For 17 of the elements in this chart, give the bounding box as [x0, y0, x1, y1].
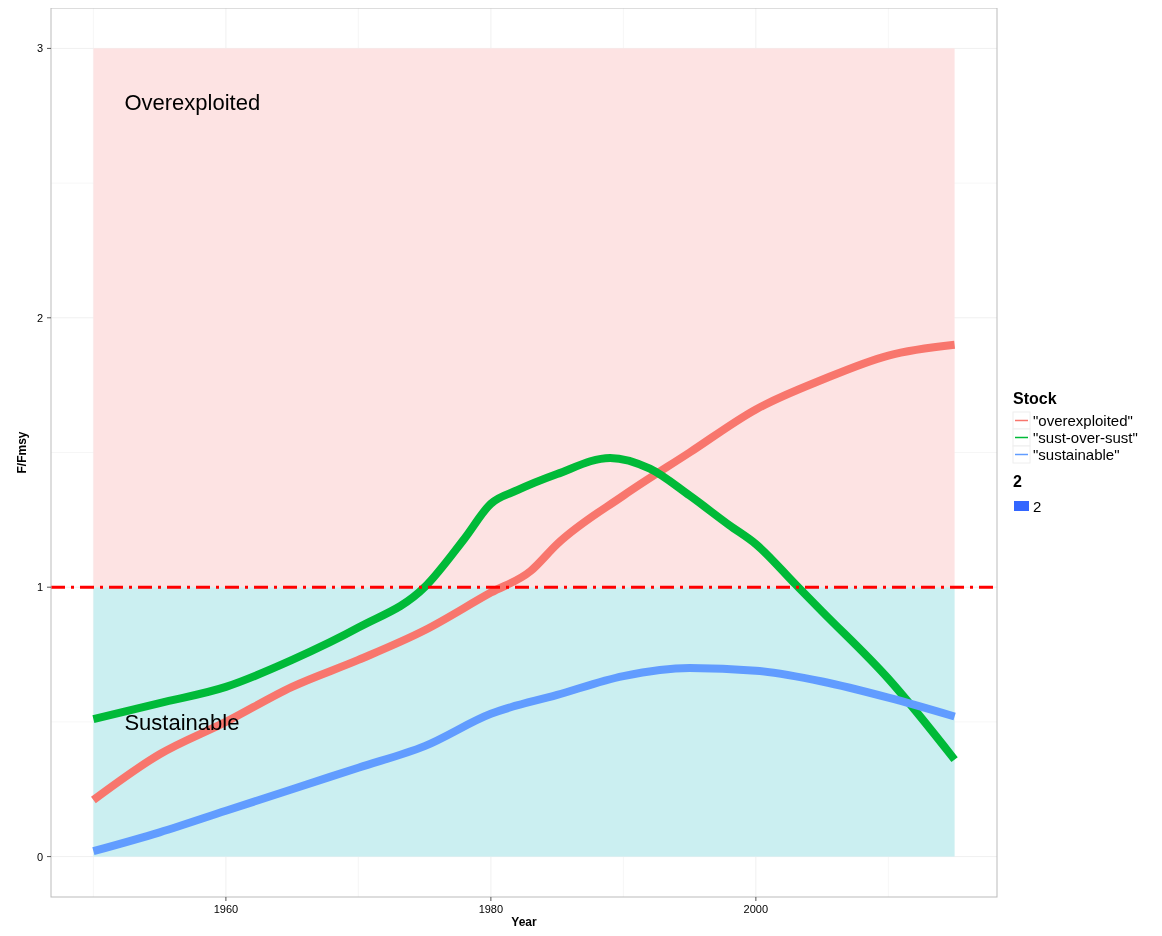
x-tick-label: 1960: [213, 903, 239, 915]
legend-label: "sust-over-sust": [1033, 429, 1138, 446]
text: 2: [1033, 498, 1042, 515]
y-tick-label: 2: [36, 311, 43, 324]
text: 2: [1013, 473, 1022, 490]
band-label: Sustainable: [124, 709, 240, 735]
legend-label: "overexploited": [1033, 412, 1133, 429]
x-axis-title: Year: [511, 915, 538, 929]
y-tick-label: 3: [36, 42, 43, 55]
x-tick-label: 1980: [478, 903, 504, 915]
legend-title: Stock: [1013, 390, 1057, 407]
x-tick-label: 2000: [743, 903, 769, 915]
band-label: Overexploited: [124, 90, 261, 116]
y-tick-label: 0: [36, 850, 43, 863]
legend-label: "sustainable": [1033, 446, 1120, 463]
y-tick-label: 1: [36, 581, 43, 594]
y-axis-title: F/Fmsy: [15, 431, 29, 474]
